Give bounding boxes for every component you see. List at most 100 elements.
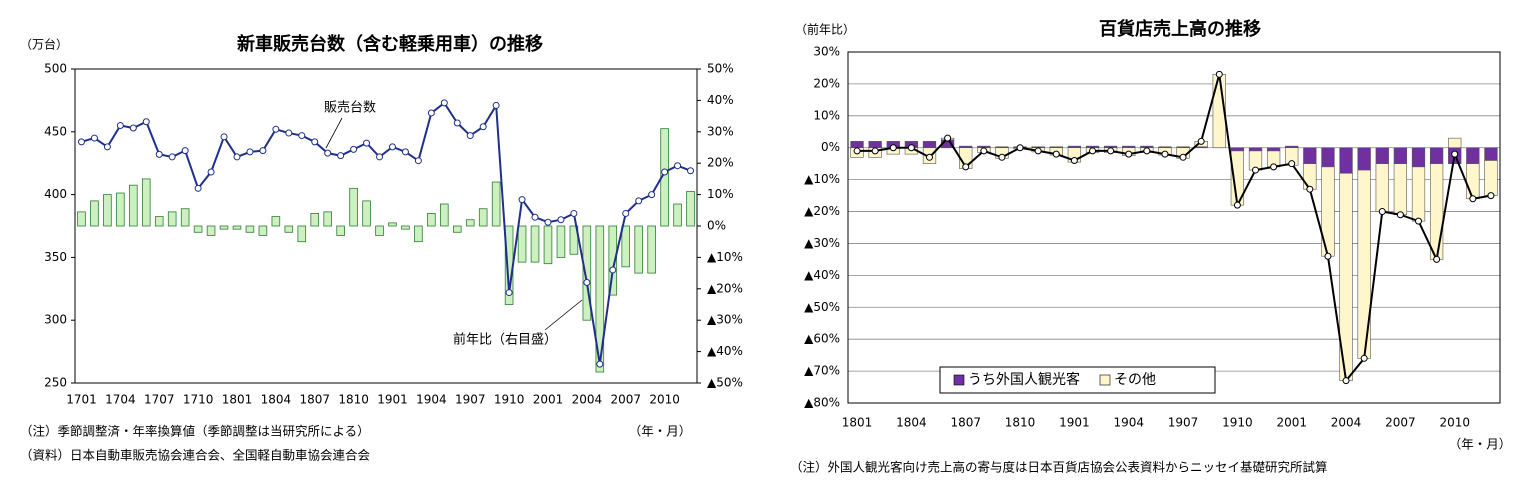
line-marker xyxy=(453,119,461,127)
bar xyxy=(543,225,553,265)
y-axis-label: （前年比） xyxy=(795,22,855,37)
bar-segment xyxy=(1321,147,1335,168)
chart-title: 百貨店売上高の推移 xyxy=(1099,18,1261,40)
y2-tick-label: 40% xyxy=(707,93,734,107)
bar-segment xyxy=(1357,147,1371,171)
y-tick-label: ▲70% xyxy=(804,364,840,378)
line-marker xyxy=(142,118,150,126)
x-tick-label: 2007 xyxy=(610,393,641,407)
bar xyxy=(297,225,307,243)
bar xyxy=(245,225,255,233)
bar-segment xyxy=(1339,147,1353,174)
bar-segment xyxy=(1466,163,1480,200)
y-tick-label: 250 xyxy=(44,376,67,390)
y2-tick-label: 30% xyxy=(707,124,734,138)
x-tick-label: 1907 xyxy=(455,393,486,407)
y-tick-label: ▲80% xyxy=(804,396,840,410)
bar xyxy=(647,225,656,274)
y-tick-label: ▲10% xyxy=(804,172,840,186)
y-tick-label: ▲30% xyxy=(804,236,840,250)
line-marker xyxy=(129,124,137,132)
line-marker xyxy=(272,125,280,133)
line-marker xyxy=(246,148,254,156)
bar xyxy=(219,225,229,230)
y-axis-label: （万台） xyxy=(20,37,68,52)
x-tick-label: 2004 xyxy=(1331,416,1362,430)
line-marker xyxy=(311,138,319,146)
bar xyxy=(154,216,164,227)
bar xyxy=(673,203,682,227)
line-marker xyxy=(648,191,656,199)
bar-segment xyxy=(1230,147,1245,152)
bar xyxy=(284,225,294,233)
x-tick-label: 1707 xyxy=(144,393,175,407)
y-tick-label: ▲20% xyxy=(804,204,840,218)
line-marker xyxy=(1070,156,1078,164)
bar-segment xyxy=(1393,147,1408,164)
line-marker xyxy=(1415,217,1422,225)
plot-frame xyxy=(74,68,698,384)
bar xyxy=(414,225,423,243)
legend-box xyxy=(939,366,1216,394)
y-tick-label: ▲40% xyxy=(804,268,840,282)
bar xyxy=(621,225,631,268)
line-marker xyxy=(259,147,267,155)
y-tick-label: 450 xyxy=(44,124,67,138)
line-marker xyxy=(1125,150,1133,158)
line-marker xyxy=(1161,150,1169,158)
line-marker xyxy=(337,152,345,160)
line-marker xyxy=(233,153,241,161)
bar xyxy=(517,225,527,263)
note: （注）外国人観光客向け売上高の寄与度は日本百貨店協会公表資料からニッセイ基礎研究… xyxy=(790,460,1328,475)
line-marker xyxy=(1433,255,1441,263)
line-marker xyxy=(1143,147,1151,155)
line-marker xyxy=(363,139,371,147)
line-marker xyxy=(324,149,332,157)
y-tick-label: 300 xyxy=(44,313,67,327)
bar xyxy=(310,213,320,227)
bar xyxy=(427,213,436,227)
line-marker xyxy=(907,144,915,152)
x-tick-label: 1904 xyxy=(1113,416,1144,430)
x-tick-label: 1701 xyxy=(66,393,97,407)
bar xyxy=(258,225,268,236)
bar-segment xyxy=(1248,147,1263,152)
line-marker xyxy=(401,148,409,156)
legend-swatch xyxy=(953,374,965,386)
bar-segment xyxy=(1375,163,1389,212)
bar xyxy=(375,225,384,236)
x-tick-label: 1901 xyxy=(377,393,408,407)
line-marker xyxy=(622,209,630,217)
chart: 新車販売台数（含む軽乗用車）の推移 （万台） （年・月） （注）季節調整済・年率換算値… xyxy=(20,33,743,463)
x-tick-label: 1904 xyxy=(416,393,447,407)
note: （注）季節調整済・年率換算値（季節調整は当研究所による） xyxy=(20,424,370,439)
bar xyxy=(180,208,190,227)
bar-segment xyxy=(1303,163,1317,190)
bar xyxy=(271,216,281,227)
bar-segment xyxy=(1375,147,1389,164)
y2-tick-label: 20% xyxy=(707,156,734,170)
line-marker xyxy=(376,153,384,161)
y-tick-label: 350 xyxy=(44,250,67,264)
y-tick-label: 30% xyxy=(813,45,840,59)
x-tick-label: 2001 xyxy=(533,393,564,407)
y-tick-label: 10% xyxy=(813,108,840,122)
y-tick-label: 500 xyxy=(44,62,67,76)
x-tick-label: 1804 xyxy=(261,393,292,407)
bar xyxy=(103,194,112,227)
bar xyxy=(608,225,618,296)
x-tick-label: 2001 xyxy=(1276,416,1307,430)
line-marker xyxy=(853,147,861,155)
plot-frame xyxy=(847,51,1501,404)
line-marker xyxy=(194,184,202,192)
annotation: 販売台数 xyxy=(324,100,376,116)
bar xyxy=(582,225,592,321)
chart-title: 新車販売台数（含む軽乗用車）の推移 xyxy=(237,33,543,55)
y2-tick-label: 10% xyxy=(707,187,734,201)
bar-segment xyxy=(850,141,864,149)
bar-segment xyxy=(1448,137,1462,149)
bar-segment xyxy=(868,141,882,149)
line-marker xyxy=(116,122,124,130)
x-tick-label: 1810 xyxy=(338,393,369,407)
line-marker xyxy=(926,153,933,161)
